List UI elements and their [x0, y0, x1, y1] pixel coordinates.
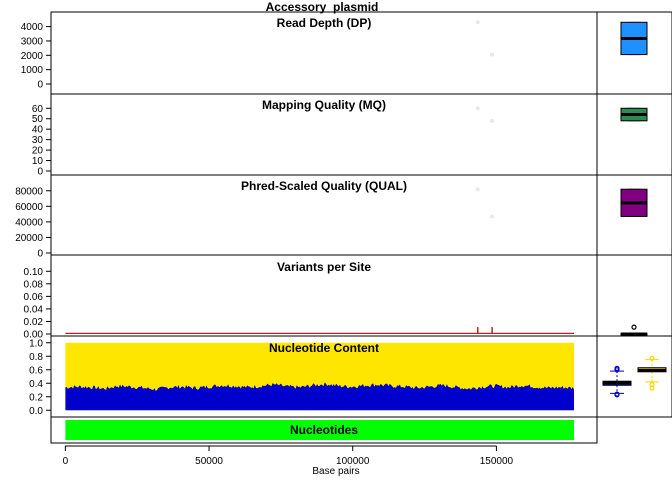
- boxplot: [602, 355, 667, 398]
- x-tick-label: 150000: [480, 456, 514, 467]
- y-axis: 0.00 0.02 0.040.06 0.080.10: [24, 267, 52, 341]
- box-outlier: [614, 365, 620, 371]
- box-outlier: [649, 382, 655, 388]
- y-tick-label: 40: [32, 125, 44, 136]
- box-outlier: [631, 324, 637, 330]
- y-tick-label: 20: [32, 146, 44, 157]
- y-tick-label: 0.06: [24, 292, 44, 303]
- boxplot: [620, 107, 648, 122]
- plot-marks: [475, 106, 495, 123]
- y-axis: 0.0 0.2 0.4 0.6 0.8 1.0: [29, 338, 52, 417]
- panel-title: Nucleotides: [290, 423, 358, 437]
- plot-marks: [475, 187, 495, 219]
- boxplot: [620, 188, 648, 217]
- y-tick-label: 60: [32, 104, 44, 115]
- boxplot: [620, 324, 648, 336]
- y-tick-label: 0.10: [24, 267, 44, 278]
- y-tick-label: 3000: [21, 36, 44, 47]
- panel-frame: [50, 416, 598, 444]
- plot-marks: [475, 20, 495, 57]
- panel-title: Variants per Site: [277, 260, 371, 274]
- plot-marks: [65, 420, 575, 440]
- y-tick-label: 0.08: [24, 279, 44, 290]
- panel-title: Read Depth (DP): [277, 16, 372, 30]
- y-tick-label: 10: [32, 156, 44, 167]
- data-point: [490, 118, 495, 123]
- y-tick-label: 0.8: [29, 352, 43, 363]
- y-tick-label: 1000: [21, 65, 44, 76]
- y-tick-label: 0.00: [24, 330, 44, 341]
- y-tick-label: 0.04: [24, 304, 44, 315]
- panel-variants: 0.00 0.02 0.040.06 0.080.10 Variants per Si…: [24, 254, 672, 341]
- box-frame: [596, 93, 672, 176]
- y-tick-label: 0.4: [29, 379, 43, 390]
- y-tick-label: 0.0: [29, 406, 43, 417]
- nucleotide-bar: [65, 420, 575, 440]
- x-tick-label: 0: [63, 456, 69, 467]
- y-tick-label: 40000: [15, 217, 43, 228]
- boxplot: [620, 21, 648, 56]
- figure-title: Accessory_plasmid: [266, 0, 379, 14]
- panel-qual: 0 20000 40000 60000 80000 Phred-Scaled Quali…: [15, 174, 672, 260]
- y-tick-label: 20000: [15, 233, 43, 244]
- panel-title: Mapping Quality (MQ): [262, 98, 386, 112]
- y-tick-label: 0.6: [29, 365, 43, 376]
- box-frame: [596, 335, 672, 418]
- plot-marks: [65, 327, 575, 334]
- y-tick-label: 1.0: [29, 338, 43, 349]
- panel-nucleotide-content: 0.0 0.2 0.4 0.6 0.8 1.0 Nucleotide Content: [29, 335, 672, 418]
- plot-marks: [65, 342, 575, 411]
- y-tick-label: 0: [37, 80, 43, 91]
- x-tick-label: 50000: [195, 456, 223, 467]
- data-point: [490, 214, 495, 219]
- y-axis: 0 1000 2000 3000 4000: [21, 22, 52, 91]
- y-tick-label: 0: [37, 249, 43, 260]
- x-axis-label: Base pairs: [312, 466, 359, 477]
- data-point: [475, 187, 480, 192]
- y-tick-label: 0.2: [29, 392, 43, 403]
- data-point: [475, 106, 480, 111]
- y-tick-label: 2000: [21, 51, 44, 62]
- series-area: [65, 382, 575, 411]
- y-axis: 0 20000 40000 60000 80000: [15, 186, 52, 260]
- y-tick-label: 4000: [21, 22, 44, 33]
- y-tick-label: 80000: [15, 186, 43, 197]
- data-point: [475, 20, 480, 25]
- y-tick-label: 0.02: [24, 317, 44, 328]
- panel-title: Phred-Scaled Quality (QUAL): [241, 179, 407, 193]
- box-frame: [596, 254, 672, 337]
- panel-nucleotides: Nucleotides: [50, 416, 598, 444]
- panel-title: Nucleotide Content: [269, 341, 379, 355]
- data-point: [490, 52, 495, 57]
- panel-read-depth: 0 1000 2000 3000 4000 Read Depth (DP): [21, 11, 672, 95]
- y-tick-label: 0: [37, 167, 43, 178]
- box-outlier: [649, 355, 655, 361]
- x-tick-label: 100000: [336, 456, 370, 467]
- y-tick-label: 30: [32, 135, 44, 146]
- y-tick-label: 60000: [15, 202, 43, 213]
- x-axis: 0 50000 100000 150000: [63, 445, 514, 467]
- box-outlier: [649, 385, 655, 391]
- y-tick-label: 50: [32, 114, 44, 125]
- box-outlier: [614, 391, 620, 397]
